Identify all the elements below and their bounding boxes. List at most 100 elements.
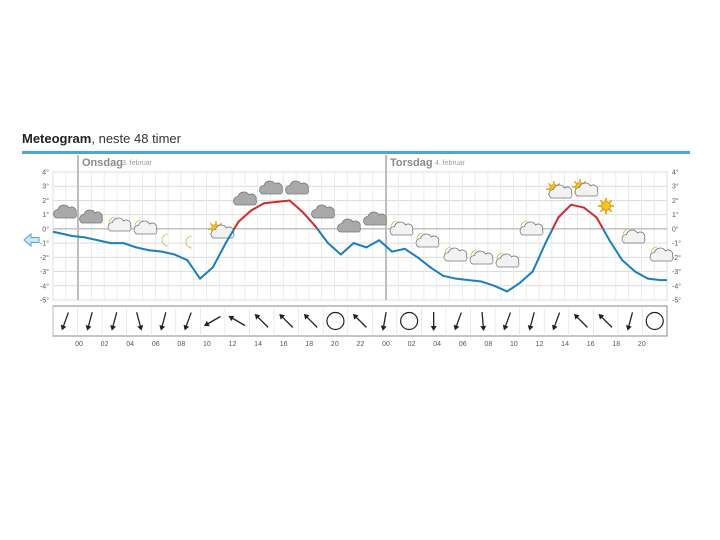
cloudy-icon <box>79 209 103 224</box>
wind-row <box>52 305 668 337</box>
y-tick-label: -1° <box>40 240 49 248</box>
wind-shaft <box>62 312 69 328</box>
wind-calm-circle <box>645 311 664 331</box>
wind-head <box>183 324 190 331</box>
temperature-segment <box>531 242 547 273</box>
cloud-shape <box>548 184 573 199</box>
wind-arrow-icon <box>183 312 192 331</box>
x-tick-label: 22 <box>357 341 365 348</box>
wind-shaft <box>455 312 462 328</box>
temperature-segment <box>429 266 445 277</box>
cloudy-icon <box>363 211 387 226</box>
temperature-segment <box>301 210 317 228</box>
y-tick-label: 4° <box>42 169 49 177</box>
x-tick-label: 16 <box>280 341 288 348</box>
y-tick-label: -4° <box>672 282 681 290</box>
wind-head <box>303 313 310 320</box>
temperature-segment <box>480 280 496 287</box>
cloud-shape <box>53 204 77 219</box>
wind-head <box>573 313 580 320</box>
temperature-segment <box>288 199 304 213</box>
cloud-shape <box>210 224 235 239</box>
y-tick-label: 2° <box>672 197 679 205</box>
page-title: Meteogram, neste 48 timer <box>22 131 181 146</box>
partly-cloudy-night-icon <box>443 246 468 262</box>
x-tick-label: 20 <box>638 341 646 348</box>
wind-calm-circle <box>326 311 345 331</box>
x-tick-label: 16 <box>587 341 595 348</box>
wind-arrow-icon <box>60 312 69 331</box>
temperature-segment <box>378 239 393 253</box>
temperature-segment <box>634 270 649 280</box>
wind-shaft <box>382 312 387 329</box>
scroll-left-arrow-icon[interactable] <box>23 232 40 248</box>
cloud-shape <box>621 229 646 244</box>
moon-shape <box>161 233 169 247</box>
temperature-curve <box>52 199 667 293</box>
x-tick-label: 18 <box>305 341 313 348</box>
wind-shaft <box>481 311 485 329</box>
wind-arrow-icon <box>228 315 246 327</box>
sun-ray <box>599 209 603 213</box>
temperature-segment <box>621 259 637 273</box>
wind-arrow-icon <box>527 312 535 331</box>
wind-shaft <box>575 315 588 328</box>
temperature-segment <box>557 203 573 219</box>
temperature-segment <box>442 274 457 280</box>
y-tick-label: -5° <box>672 297 681 305</box>
x-tick-label: 14 <box>254 341 262 348</box>
temperature-segment <box>250 202 266 212</box>
x-tick-label: 12 <box>229 341 237 348</box>
day-date: 3. februar <box>122 160 153 167</box>
wind-shaft <box>230 316 246 327</box>
wind-head <box>203 320 210 327</box>
partly-cloudy-night-icon <box>469 249 494 265</box>
wind-shaft <box>354 315 367 328</box>
wind-shaft <box>206 315 221 326</box>
wind-arrow-icon <box>352 313 367 328</box>
cloud-shape <box>233 191 257 206</box>
wind-head <box>352 313 359 320</box>
temperature-segment <box>467 279 483 283</box>
sun-ray <box>599 199 603 203</box>
cloud-shape <box>469 250 494 265</box>
wind-shaft <box>627 312 634 328</box>
wind-shaft <box>529 312 535 328</box>
wind-head <box>453 324 460 331</box>
x-tick-label: 12 <box>536 341 544 348</box>
wind-arrow-icon <box>254 313 269 328</box>
temperature-segment <box>83 236 99 242</box>
wind-head <box>625 325 632 331</box>
temperature-segment <box>403 247 419 259</box>
x-tick-label: 02 <box>408 341 416 348</box>
y-tick-label: -4° <box>40 282 49 290</box>
cloud-shape <box>363 211 387 226</box>
partly-cloudy-night-icon <box>621 228 646 244</box>
cloud-shape <box>519 221 544 236</box>
temperature-segment <box>608 239 624 262</box>
sun-ray <box>609 199 613 203</box>
wind-arrow-icon <box>380 312 387 331</box>
x-tick-label: 02 <box>101 341 109 348</box>
partly-cloudy-night-icon <box>649 246 674 262</box>
y-axis-right: 4° 3° 2° 1° 0° -1° -2° -3° -4° -5° <box>672 169 681 305</box>
temperature-segment <box>551 216 560 230</box>
y-tick-label: -5° <box>40 297 49 305</box>
wind-head <box>159 325 166 331</box>
wind-shaft <box>504 312 512 328</box>
x-tick-label: 14 <box>561 341 569 348</box>
wind-arrow-icon <box>573 313 588 328</box>
temperature-segment <box>595 216 605 230</box>
wind-shaft <box>185 312 192 328</box>
day-name: Torsdag <box>390 157 433 169</box>
temperature-segment <box>173 253 189 262</box>
cloudy-icon <box>259 180 283 195</box>
cloud-shape <box>389 221 414 236</box>
cloud-shape <box>133 220 158 235</box>
partly-cloudy-night-icon <box>519 220 544 236</box>
x-tick-label: 04 <box>126 341 134 348</box>
wind-head <box>551 324 558 331</box>
sun-ray <box>609 209 613 213</box>
wind-arrow-icon <box>85 312 93 331</box>
wind-head <box>598 313 605 320</box>
